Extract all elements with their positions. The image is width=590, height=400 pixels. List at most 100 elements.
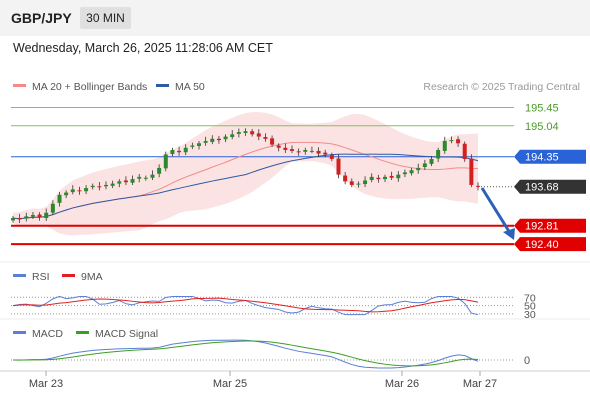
macd-legend-label: MACD	[32, 328, 63, 340]
rsi-level-label: 50	[524, 301, 536, 313]
candle-up	[203, 141, 208, 143]
attribution-text: Research © 2025 Trading Central	[423, 81, 580, 93]
candle-up	[70, 189, 75, 193]
candle-down	[462, 143, 467, 159]
candle-up	[396, 174, 401, 179]
support-price-label: 192.40	[525, 239, 559, 251]
candle-up	[363, 180, 368, 185]
candle-down	[469, 158, 474, 185]
candle-up	[24, 216, 29, 219]
candle-up	[57, 194, 62, 203]
x-tick-label: Mar 25	[213, 378, 247, 390]
candle-up	[429, 158, 434, 164]
ma20-legend-label: MA 20 + Bollinger Bands	[32, 81, 147, 93]
candle-down	[37, 214, 42, 218]
last-price-price-tag	[514, 179, 586, 194]
candle-up	[183, 147, 188, 153]
macd-zero-label: 0	[524, 355, 530, 367]
candle-up	[436, 150, 441, 159]
rsi-level-label: 70	[524, 292, 536, 304]
candle-down	[376, 177, 381, 180]
candle-up	[409, 170, 414, 174]
candle-up	[170, 150, 175, 155]
candle-up	[117, 181, 122, 184]
candle-up	[130, 179, 135, 183]
candles-layer	[11, 128, 480, 224]
x-tick-label: Mar 23	[29, 378, 63, 390]
rsi-ma-legend-swatch	[62, 274, 75, 277]
candle-up	[157, 167, 162, 174]
ma20-legend-swatch	[13, 84, 26, 87]
macd-line	[12, 339, 479, 369]
candle-up	[442, 141, 447, 151]
currency-pair-title: GBP/JPY	[11, 10, 72, 26]
candle-up	[150, 174, 155, 178]
resistance-price-label: 195.45	[525, 102, 559, 114]
candle-down	[349, 181, 354, 185]
candle-up	[402, 172, 407, 175]
candle-down	[97, 186, 102, 188]
header-bar: GBP/JPY 30 MIN	[0, 0, 590, 36]
support-price-label: 192.81	[525, 221, 559, 233]
macd-signal-legend-label: MACD Signal	[95, 328, 158, 340]
candle-up	[383, 176, 387, 180]
forecast-arrow	[480, 187, 515, 240]
candle-up	[163, 154, 168, 169]
candle-down	[77, 190, 82, 192]
candle-up	[110, 183, 115, 186]
rsi-level-label: 30	[524, 309, 536, 321]
candle-down	[123, 180, 128, 183]
candle-down	[283, 147, 288, 150]
candle-up	[243, 131, 248, 133]
candle-down	[270, 138, 275, 145]
rsi-legend-label: RSI	[32, 271, 50, 283]
candle-down	[296, 151, 301, 153]
candle-up	[84, 188, 89, 192]
ma50-legend-label: MA 50	[175, 81, 205, 93]
candle-up	[236, 132, 241, 134]
ma50-legend-swatch	[156, 84, 169, 87]
candle-down	[177, 150, 182, 153]
macd-plot	[11, 339, 514, 369]
rsi-ma-legend-label: 9MA	[81, 271, 103, 283]
macd-signal-legend-swatch	[76, 331, 89, 334]
candle-up	[11, 218, 15, 221]
candle-up	[369, 176, 374, 181]
candle-down	[336, 158, 341, 175]
candle-down	[263, 137, 268, 139]
level-lines-layer: 195.45 195.04 194.35 193.68 192.81 192.40	[11, 102, 586, 252]
candle-down	[476, 185, 480, 187]
pivot-price-tag	[514, 149, 586, 164]
candle-down	[256, 133, 261, 137]
candle-up	[44, 212, 49, 219]
candle-up	[309, 150, 314, 152]
bollinger-band-layer	[13, 112, 478, 236]
last-price-price-label: 193.68	[525, 182, 559, 194]
macd-signal-line	[12, 340, 479, 367]
candle-up	[210, 138, 215, 142]
candle-down	[216, 138, 221, 141]
x-axis: Mar 23 Mar 25 Mar 26 Mar 27	[29, 371, 497, 390]
pivot-price-label: 194.35	[525, 152, 559, 164]
candle-up	[104, 184, 108, 187]
candle-up	[90, 185, 95, 188]
rsi-ma-line	[12, 297, 479, 313]
candle-up	[50, 203, 55, 213]
x-tick-label: Mar 27	[463, 378, 497, 390]
chart-datetime: Wednesday, March 26, 2025 11:28:06 AM CE…	[13, 41, 273, 55]
candle-up	[303, 150, 308, 152]
candle-down	[456, 139, 461, 144]
resistance-price-label: 195.04	[525, 121, 559, 133]
timeframe-button[interactable]: 30 MIN	[80, 7, 131, 29]
candle-up	[422, 163, 427, 168]
candle-up	[137, 176, 142, 179]
candle-up	[416, 167, 421, 171]
candle-up	[190, 145, 195, 147]
candle-down	[290, 149, 294, 151]
macd-legend-swatch	[13, 331, 26, 334]
ma50-line	[12, 153, 479, 220]
candle-up	[449, 140, 454, 142]
candle-down	[316, 150, 321, 154]
